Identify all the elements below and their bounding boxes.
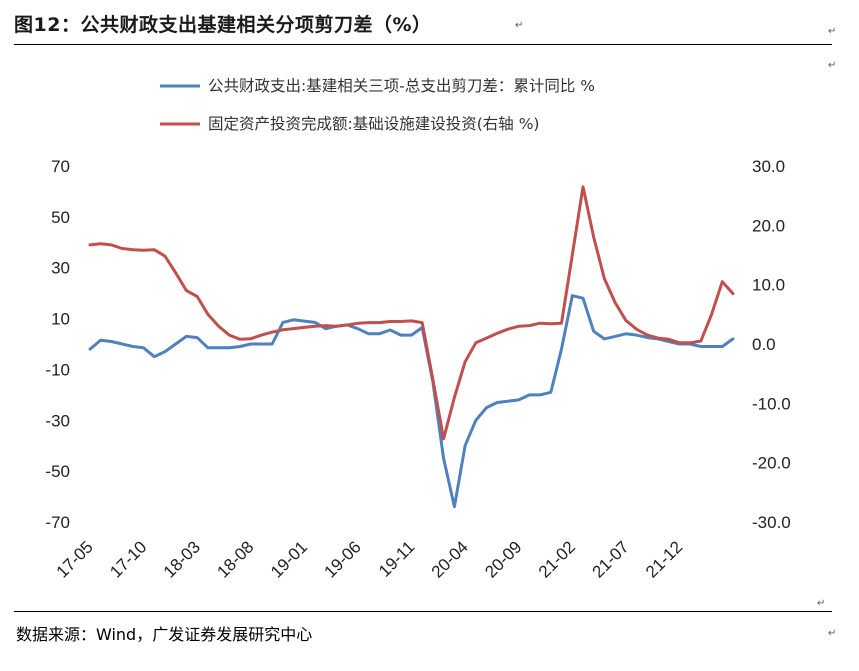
return-mark: ↵ xyxy=(828,26,837,37)
left-tick-label: 70 xyxy=(51,157,70,176)
source-note: 数据来源：Wind，广发证券发展研究中心 xyxy=(16,625,313,644)
return-mark: ↵ xyxy=(828,628,837,639)
left-tick-label: 30 xyxy=(51,259,70,278)
right-axis-ticks: 30.0 20.0 10.0 0.0 -10.0 -20.0 -30.0 xyxy=(752,157,791,532)
legend: 公共财政支出:基建相关三项-总支出剪刀差：累计同比 % 固定资产投资完成额:基础… xyxy=(160,77,595,133)
top-rule xyxy=(14,44,832,45)
left-axis-ticks: 70 50 30 10 -10 -30 -50 -70 xyxy=(45,157,70,532)
right-tick-label: 20.0 xyxy=(752,216,785,235)
series-line-1 xyxy=(88,294,735,509)
right-tick-label: -20.0 xyxy=(752,454,791,473)
left-tick-label: -70 xyxy=(45,513,70,532)
x-tick-label: 18-08 xyxy=(213,537,257,581)
x-tick-label: 19-11 xyxy=(375,537,418,580)
right-tick-label: 0.0 xyxy=(752,335,776,354)
right-tick-label: 10.0 xyxy=(752,276,785,295)
left-tick-label: -30 xyxy=(45,411,70,430)
x-tick-label: 19-01 xyxy=(267,537,311,581)
x-axis-ticks: 17-05 17-10 18-03 18-08 19-01 19-06 19-11 20-04… xyxy=(53,537,687,581)
return-mark: ↵ xyxy=(828,60,837,71)
left-tick-label: -10 xyxy=(45,360,70,379)
x-tick-label: 21-07 xyxy=(588,537,632,581)
return-mark: ↵ xyxy=(515,20,524,31)
left-tick-label: 10 xyxy=(51,310,70,329)
bottom-rule xyxy=(14,611,832,612)
left-tick-label: -50 xyxy=(45,462,70,481)
right-tick-label: -30.0 xyxy=(752,513,791,532)
series-line-2 xyxy=(88,185,735,441)
right-tick-label: -10.0 xyxy=(752,394,791,413)
left-tick-label: 50 xyxy=(51,208,70,227)
x-tick-label: 17-05 xyxy=(53,537,97,581)
return-mark: ↵ xyxy=(817,598,826,609)
legend-label-series-1: 公共财政支出:基建相关三项-总支出剪刀差：累计同比 % xyxy=(208,77,595,95)
x-tick-label: 21-12 xyxy=(642,537,686,581)
x-tick-label: 21-02 xyxy=(535,537,579,581)
x-tick-label: 19-06 xyxy=(321,537,365,581)
x-tick-label: 17-10 xyxy=(106,537,150,581)
right-tick-label: 30.0 xyxy=(752,157,785,176)
legend-label-series-2: 固定资产投资完成额:基础设施建设投资(右轴 %) xyxy=(208,115,539,133)
x-tick-label: 20-09 xyxy=(481,537,525,581)
x-tick-label: 18-03 xyxy=(160,537,204,581)
x-tick-label: 20-04 xyxy=(428,537,472,581)
plot-area xyxy=(88,185,735,509)
figure-title: 图12：公共财政支出基建相关分项剪刀差（%） xyxy=(14,14,432,36)
